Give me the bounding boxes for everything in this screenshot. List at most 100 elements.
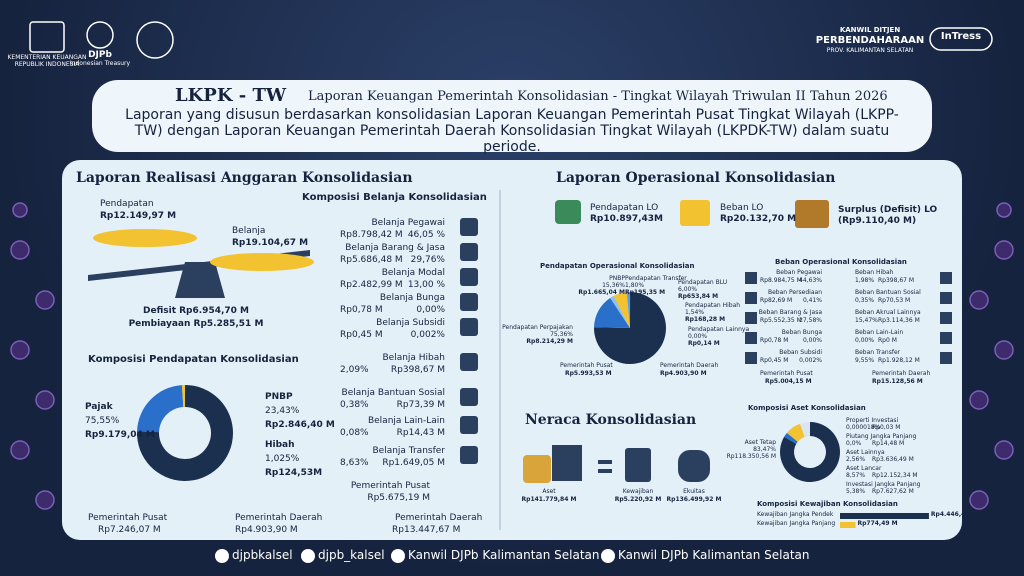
text: Surplus (Defisit) LO bbox=[838, 205, 938, 215]
icons bbox=[460, 200, 952, 483]
text: 13,00 % bbox=[407, 280, 445, 290]
text: Beban Subsidi bbox=[779, 349, 822, 356]
text: 1,025% bbox=[265, 454, 300, 464]
text: Ekuitas bbox=[683, 488, 705, 495]
text: Rp14,43 M bbox=[396, 428, 445, 438]
text: PNBP bbox=[609, 275, 625, 282]
text: 83,47% bbox=[753, 446, 776, 453]
text: Rp168,28 M bbox=[685, 316, 726, 323]
text: Rp4.903,90 M bbox=[235, 525, 298, 535]
text: Beban Lain-Lain bbox=[855, 329, 904, 336]
text: Rp0,45 M bbox=[340, 330, 383, 340]
text: Rp136.499,92 M bbox=[666, 496, 722, 503]
text: InTress bbox=[940, 31, 982, 42]
text: 1,54% bbox=[685, 309, 705, 316]
text: Kewajiban Jangka Pendek bbox=[757, 511, 834, 518]
text: Rp1.665,04 M bbox=[578, 289, 625, 296]
text: 46,05 % bbox=[407, 230, 445, 240]
text: PERBENDAHARAAN bbox=[815, 35, 925, 46]
text: Rp10.897,43M bbox=[590, 214, 664, 224]
donut-slice bbox=[594, 292, 667, 365]
text: djpb_kalsel bbox=[318, 548, 385, 562]
social-icon bbox=[601, 549, 615, 563]
text: Pemerintah Daerah bbox=[872, 370, 931, 377]
text: Rp774,49 M bbox=[857, 520, 898, 527]
text: Rp1.649,05 M bbox=[382, 458, 445, 468]
text: Pendapatan LO bbox=[590, 203, 659, 213]
text: Rp5.004,15 M bbox=[765, 378, 812, 385]
text: Rp2.482,99 M bbox=[340, 280, 403, 290]
text: 1,80% bbox=[625, 282, 645, 289]
text: Beban Akrual Lainnya bbox=[855, 309, 921, 316]
text: Rp0,03 M bbox=[872, 424, 901, 431]
text: 15,36% bbox=[602, 282, 625, 289]
text: KANWIL DITJEN bbox=[839, 26, 901, 34]
text: Beban Pegawai bbox=[776, 269, 822, 276]
text: 2,09% bbox=[340, 365, 369, 375]
text: Pembiayaan Rp5.285,51 M bbox=[128, 319, 264, 329]
text: Rp20.132,70 M bbox=[720, 214, 797, 224]
text: Belanja Modal bbox=[381, 268, 445, 278]
text: Pendapatan Hibah bbox=[685, 302, 741, 309]
text: Belanja Barang & Jasa bbox=[345, 243, 445, 253]
text: Pemerintah Daerah bbox=[660, 362, 719, 369]
text: 0,0% bbox=[846, 440, 862, 447]
text: Rp4.446,43 M bbox=[930, 511, 978, 518]
text: Rp14,48 M bbox=[872, 440, 905, 447]
text: Rp7.246,07 M bbox=[98, 525, 161, 535]
text: Rp2.846,40 M bbox=[265, 420, 335, 430]
text: Komposisi Pendapatan Konsolidasian bbox=[88, 354, 299, 365]
text: Komposisi Kewajiban Konsolidasian bbox=[757, 500, 898, 508]
text: PROV. KALIMANTAN SELATAN bbox=[826, 47, 914, 54]
text: Laporan yang disusun berdasarkan konsoli… bbox=[125, 107, 899, 156]
text: KEMENTERIAN KEUANGAN bbox=[7, 54, 87, 61]
text: Rp398,67 M bbox=[878, 277, 915, 284]
text: Belanja Hibah bbox=[382, 353, 445, 363]
text: Pemerintah Pusat bbox=[350, 481, 430, 491]
text: 44,63% bbox=[799, 277, 822, 284]
text: 5,38% bbox=[846, 488, 866, 495]
text: Rp8.984,75 M bbox=[760, 277, 802, 284]
text: (Rp9.110,40 M) bbox=[838, 216, 917, 226]
text: Kanwil DJPb Kalimantan Selatan bbox=[618, 548, 810, 562]
text: Rp9.179,04 M bbox=[85, 430, 155, 440]
text: Pemerintah Daerah bbox=[395, 513, 483, 523]
bar bbox=[840, 513, 929, 519]
text: Laporan Operasional Konsolidasian bbox=[556, 170, 836, 186]
text: Rp5.675,19 M bbox=[367, 493, 430, 503]
text: 8,57% bbox=[846, 472, 866, 479]
text: Piutang Jangka Panjang bbox=[846, 433, 917, 440]
text: Rp8.214,29 M bbox=[526, 338, 573, 345]
text: Rp82,69 M bbox=[760, 297, 793, 304]
donut-slice bbox=[784, 432, 798, 444]
text: Aset Tetap bbox=[744, 439, 776, 446]
text: 1,98% bbox=[855, 277, 875, 284]
text: 6,00% bbox=[678, 286, 698, 293]
text: Pendapatan Perpajakan bbox=[502, 324, 573, 331]
text: 0,002% bbox=[799, 357, 822, 364]
text: Beban Bantuan Sosial bbox=[855, 289, 921, 296]
text: Pendapatan BLU bbox=[678, 279, 728, 286]
text: 27,58% bbox=[799, 317, 822, 324]
text: 75,55% bbox=[85, 416, 120, 426]
text: Rp12.149,97 M bbox=[100, 211, 177, 221]
text: 29,76% bbox=[410, 255, 445, 265]
text: djpbkalsel bbox=[232, 548, 293, 562]
scale-icon bbox=[88, 229, 314, 298]
text: 0,00% bbox=[855, 337, 875, 344]
text: Kanwil DJPb Kalimantan Selatan bbox=[408, 548, 600, 562]
text: Rp5.552,35 M bbox=[760, 317, 802, 324]
text: 0,41% bbox=[802, 297, 822, 304]
text: Pendapatan Operasional Konsolidasian bbox=[540, 262, 695, 270]
text: Rp653,84 M bbox=[678, 293, 719, 300]
text: Belanja Bantuan Sosial bbox=[341, 388, 445, 398]
text: Beban Persediaan bbox=[767, 289, 822, 296]
text: Pajak bbox=[85, 402, 113, 412]
social-icon bbox=[215, 549, 229, 563]
text: 2,56% bbox=[846, 456, 866, 463]
text: Rp0,14 M bbox=[688, 340, 720, 347]
text: Rp8.798,42 M bbox=[340, 230, 403, 240]
text: Rp118.350,56 M bbox=[726, 453, 776, 460]
